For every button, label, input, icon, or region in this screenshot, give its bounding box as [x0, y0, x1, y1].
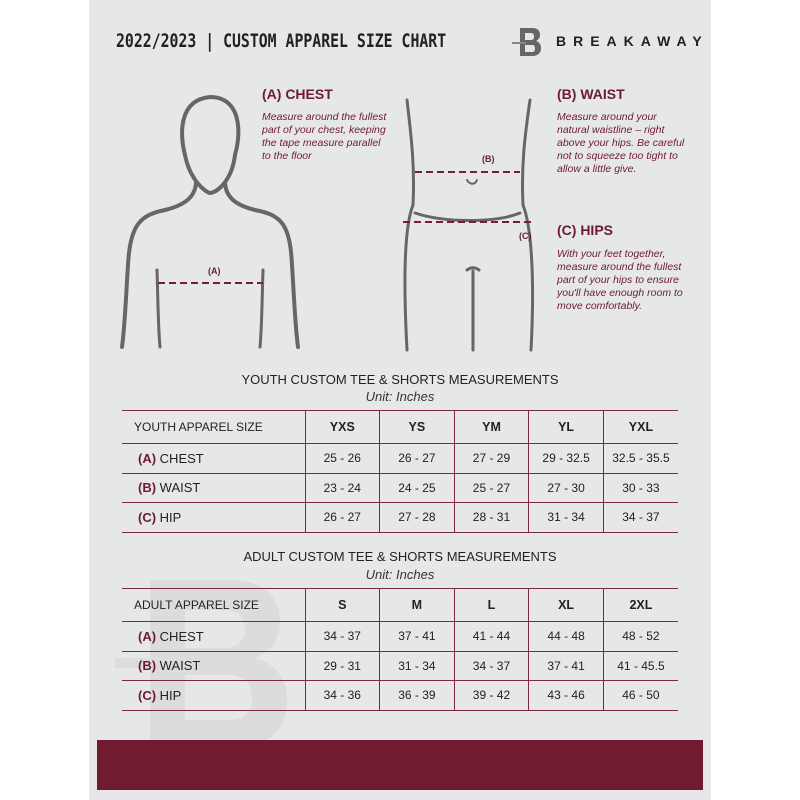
- chest-heading: (A) CHEST: [262, 86, 333, 102]
- size-header: YM: [453, 410, 529, 444]
- table-row: (B) WAIST 23 - 24 24 - 25 25 - 27 27 - 30 30…: [122, 473, 678, 503]
- waist-hips-figure-illustration: [403, 98, 535, 352]
- chest-figure-illustration: [120, 94, 300, 349]
- waist-marker: (B): [482, 154, 495, 164]
- size-label: YOUTH APPAREL SIZE: [122, 410, 305, 444]
- size-header: YL: [528, 410, 604, 444]
- cell: 48 - 52: [602, 621, 678, 652]
- size-label: ADULT APPAREL SIZE: [122, 588, 305, 622]
- row-label: (C) HIP: [122, 502, 305, 533]
- adult-table-unit: Unit: Inches: [365, 567, 435, 582]
- cell: 37 - 41: [528, 651, 604, 681]
- cell: 34 - 37: [304, 621, 380, 652]
- chest-description: Measure around the fullest part of your …: [262, 111, 387, 162]
- chest-marker: (A): [208, 266, 221, 276]
- hips-marker: (C): [519, 231, 532, 241]
- cell: 30 - 33: [602, 473, 678, 503]
- table-header-row: ADULT APPAREL SIZE S M L XL 2XL: [122, 588, 678, 622]
- row-label: (C) HIP: [122, 680, 305, 711]
- table-row: (C) HIP 34 - 36 36 - 39 39 - 42 43 - 46 46 -…: [122, 680, 678, 711]
- size-header: XL: [528, 588, 604, 622]
- row-label: (A) CHEST: [122, 621, 305, 652]
- cell: 37 - 41: [379, 621, 455, 652]
- cell: 25 - 27: [453, 473, 529, 503]
- cell: 27 - 30: [528, 473, 604, 503]
- adult-size-table: ADULT APPAREL SIZE S M L XL 2XL (A) CHES…: [122, 588, 678, 711]
- youth-table-title: YOUTH CUSTOM TEE & SHORTS MEASUREMENTS: [241, 372, 559, 387]
- table-row: (B) WAIST 29 - 31 31 - 34 34 - 37 37 - 41 41…: [122, 651, 678, 681]
- cell: 27 - 29: [453, 443, 529, 474]
- table-row: (C) HIP 26 - 27 27 - 28 28 - 31 31 - 34 34 -…: [122, 502, 678, 533]
- cell: 29 - 32.5: [528, 443, 604, 474]
- cell: 34 - 36: [304, 680, 380, 711]
- youth-size-table: YOUTH APPAREL SIZE YXS YS YM YL YXL (A) …: [122, 410, 678, 533]
- cell: 41 - 44: [453, 621, 529, 652]
- footer-band: [97, 740, 703, 790]
- cell: 39 - 42: [453, 680, 529, 711]
- cell: 46 - 50: [602, 680, 678, 711]
- cell: 24 - 25: [379, 473, 455, 503]
- youth-table-unit: Unit: Inches: [365, 389, 435, 404]
- row-label: (A) CHEST: [122, 443, 305, 474]
- row-label: (B) WAIST: [122, 651, 305, 681]
- table-row: (A) CHEST 34 - 37 37 - 41 41 - 44 44 - 48 48…: [122, 621, 678, 652]
- cell: 43 - 46: [528, 680, 604, 711]
- size-header: YS: [379, 410, 455, 444]
- size-header: YXS: [304, 410, 380, 444]
- hips-description: With your feet together, measure around …: [557, 248, 683, 312]
- cell: 28 - 31: [453, 502, 529, 533]
- adult-table-title: ADULT CUSTOM TEE & SHORTS MEASUREMENTS: [243, 549, 557, 564]
- cell: 23 - 24: [304, 473, 380, 503]
- row-label: (B) WAIST: [122, 473, 305, 503]
- size-header: M: [379, 588, 455, 622]
- table-header-row: YOUTH APPAREL SIZE YXS YS YM YL YXL: [122, 410, 678, 444]
- size-header: YXL: [602, 410, 678, 444]
- size-header: 2XL: [602, 588, 678, 622]
- size-header: S: [304, 588, 380, 622]
- cell: 32.5 - 35.5: [602, 443, 678, 474]
- cell: 26 - 27: [304, 502, 380, 533]
- cell: 31 - 34: [528, 502, 604, 533]
- hips-heading: (C) HIPS: [557, 222, 613, 238]
- cell: 29 - 31: [304, 651, 380, 681]
- brand-name: BREAKAWAY: [556, 33, 709, 49]
- cell: 34 - 37: [453, 651, 529, 681]
- cell: 41 - 45.5: [602, 651, 678, 681]
- cell: 44 - 48: [528, 621, 604, 652]
- page-title: 2022/2023 | CUSTOM APPAREL SIZE CHART: [116, 30, 447, 52]
- cell: 25 - 26: [304, 443, 380, 474]
- cell: 26 - 27: [379, 443, 455, 474]
- cell: 36 - 39: [379, 680, 455, 711]
- waist-heading: (B) WAIST: [557, 86, 625, 102]
- table-row: (A) CHEST 25 - 26 26 - 27 27 - 29 29 - 32.5…: [122, 443, 678, 474]
- cell: 27 - 28: [379, 502, 455, 533]
- size-header: L: [453, 588, 529, 622]
- cell: 31 - 34: [379, 651, 455, 681]
- waist-description: Measure around your natural waistline – …: [557, 111, 685, 175]
- breakaway-logo: [512, 28, 541, 56]
- cell: 34 - 37: [602, 502, 678, 533]
